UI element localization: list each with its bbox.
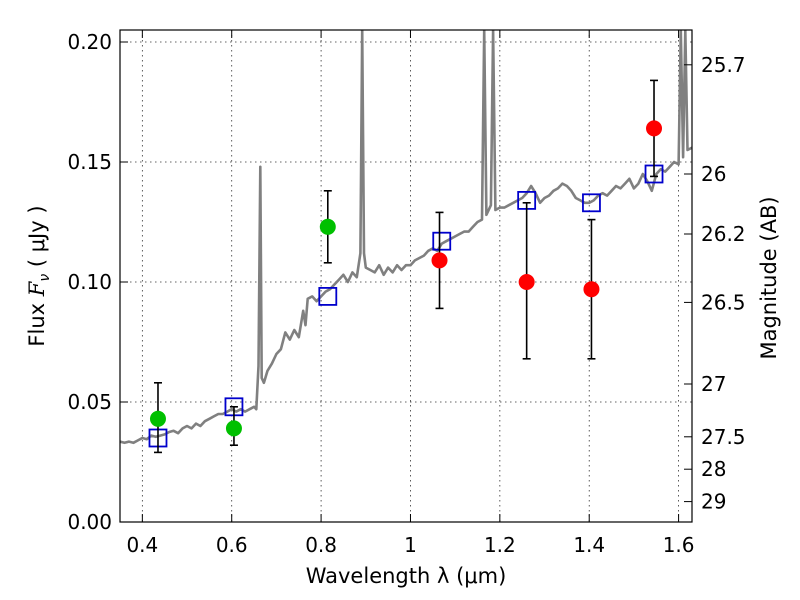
observed-point <box>431 252 448 269</box>
y-tick-label: 0.00 <box>67 510 112 534</box>
right-tick-label: 26.5 <box>701 290 746 314</box>
observed-point <box>149 410 166 427</box>
right-tick-label: 25.7 <box>701 53 746 77</box>
model-photometry-square <box>582 193 601 213</box>
y-axis-label-subscript: ν <box>37 274 53 282</box>
right-tick-label: 27.5 <box>701 425 746 449</box>
right-tick-label: 26 <box>701 162 726 186</box>
x-tick-label: 0.4 <box>126 533 158 557</box>
y-tick-label: 0.05 <box>67 390 112 414</box>
spectrum-line <box>120 30 692 445</box>
observed-point <box>583 281 600 298</box>
y-axis-label-symbol: F <box>25 280 49 297</box>
y-axis-label-prefix: Flux <box>25 296 49 346</box>
marker-layer <box>148 79 664 454</box>
right-tick-label: 27 <box>701 372 726 396</box>
x-tick-label: 1 <box>404 533 417 557</box>
data-layer <box>120 30 692 445</box>
model-photometry-square <box>318 286 338 306</box>
right-tick-label: 28 <box>701 457 726 481</box>
observed-point <box>518 274 535 290</box>
observed-point <box>646 120 663 137</box>
y-axis-label-units: ( μJy ) <box>25 205 49 273</box>
observed-point <box>225 420 242 437</box>
observed-point <box>319 218 336 235</box>
right-axis-label: Magnitude (AB) <box>757 196 781 359</box>
grid-layer <box>120 30 692 522</box>
right-tick-label: 26.2 <box>701 222 746 246</box>
y-tick-label: 0.20 <box>67 30 112 54</box>
y-axis-label: Flux Fν ( μJy ) <box>25 205 53 346</box>
x-tick-label: 1.4 <box>573 533 605 557</box>
x-axis-label: Wavelength λ (μm) <box>306 564 507 588</box>
model-photometry-square <box>432 231 452 251</box>
y-tick-label: 0.15 <box>67 150 112 174</box>
x-tick-label: 1.6 <box>663 533 695 557</box>
y-tick-label: 0.10 <box>67 270 112 294</box>
right-tick-label: 29 <box>701 490 726 514</box>
x-tick-label: 0.6 <box>216 533 248 557</box>
x-tick-label: 0.8 <box>305 533 337 557</box>
plot-frame <box>119 29 693 523</box>
tick-layer: 0.4 0.6 0.8 1 1.2 1.4 1.6 0.00 0.05 0.10 0.15 0.20 2… <box>67 30 746 557</box>
x-tick-label: 1.2 <box>484 533 516 557</box>
